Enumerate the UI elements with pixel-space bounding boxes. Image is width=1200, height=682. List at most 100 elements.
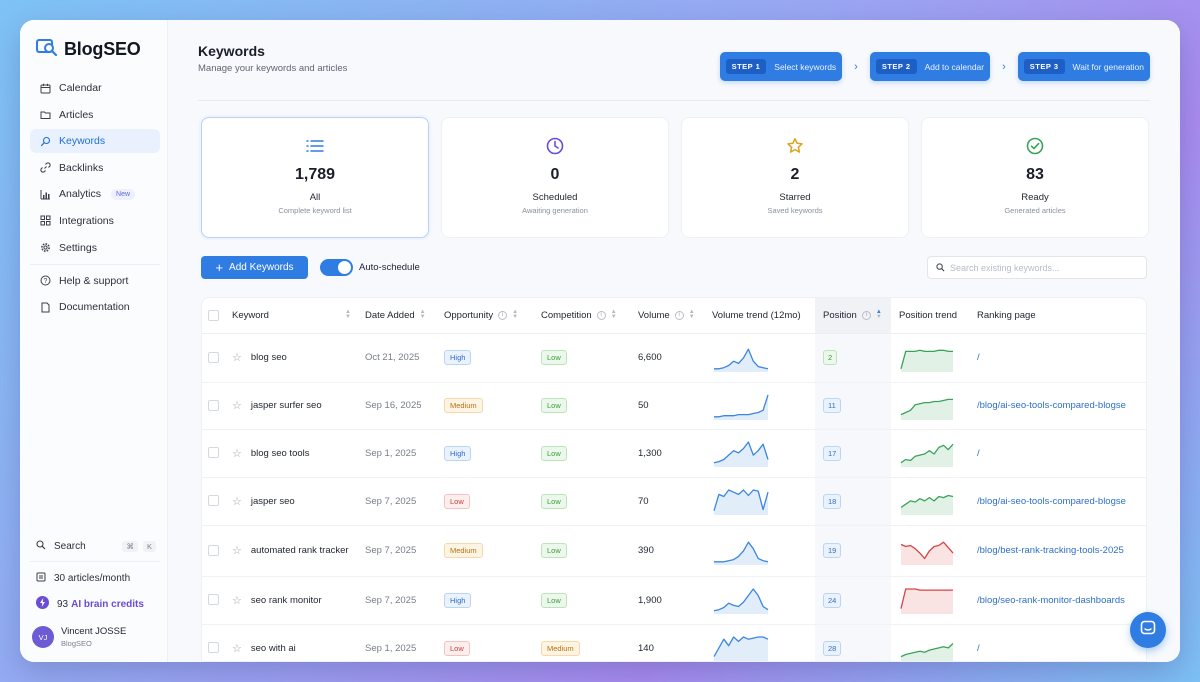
- credits-label: AI brain credits: [71, 598, 144, 610]
- row-checkbox[interactable]: [202, 477, 224, 526]
- sidebar-item-label: Settings: [59, 241, 97, 254]
- sparkline-line: [713, 441, 769, 464]
- step-3[interactable]: STEP 3 Wait for generation: [1017, 52, 1150, 81]
- credits-count: 93: [57, 598, 69, 610]
- star-icon[interactable]: ☆: [232, 642, 242, 655]
- col-volume[interactable]: Volume i ▲ ▼: [630, 298, 704, 334]
- sidebar-item-integrations[interactable]: Integrations: [30, 209, 160, 233]
- sidebar-search[interactable]: Search ⌘ K: [30, 534, 160, 558]
- sidebar-item-backlinks[interactable]: Backlinks: [30, 156, 160, 180]
- step-number: STEP 1: [725, 59, 767, 74]
- sidebar-bottom: Search ⌘ K 30 articles/month 93 AI brain…: [30, 534, 160, 618]
- competition-tag: Low: [541, 592, 567, 608]
- keyword-text[interactable]: seo rank monitor: [250, 594, 322, 606]
- auto-schedule-toggle[interactable]: [320, 259, 353, 276]
- star-icon[interactable]: ☆: [232, 400, 242, 412]
- ranking-page-link[interactable]: /blog/seo-rank-monitor-dashboards: [977, 594, 1125, 606]
- cell-competition: Low: [533, 429, 630, 478]
- table-row[interactable]: ☆ automated rank tracker Sep 7, 2025 Medium…: [202, 525, 1146, 577]
- card-sub: Awaiting generation: [522, 206, 588, 215]
- cell-ranking-page: /blog/ai-seo-tools-compared-blogse: [969, 477, 1146, 526]
- card-ready[interactable]: 83 Ready Generated articles: [921, 117, 1149, 238]
- col-label: Competition: [541, 309, 592, 321]
- table-row[interactable]: ☆ jasper surfer seo Sep 16, 2025 Medium Low 5…: [202, 382, 1146, 430]
- sidebar-item-analytics[interactable]: Analytics New: [30, 182, 160, 206]
- sparkline-line: [900, 541, 954, 559]
- brand-logo[interactable]: BlogSEO: [36, 38, 141, 61]
- ranking-page-link[interactable]: /blog/best-rank-tracking-tools-2025: [977, 545, 1124, 556]
- cell-ranking-page: /: [969, 429, 1146, 478]
- table-row[interactable]: ☆ jasper seo Sep 7, 2025 Low Low 70 18/blog/ai…: [202, 477, 1146, 526]
- search-input[interactable]: [950, 262, 1140, 273]
- sort-icon: ▲ ▼: [875, 309, 882, 321]
- select-all-checkbox[interactable]: [202, 298, 224, 334]
- keyword-text[interactable]: automated rank tracker: [250, 545, 349, 556]
- step-1[interactable]: STEP 1 Select keywords: [719, 52, 843, 81]
- sidebar-item-help[interactable]: ? Help & support: [30, 269, 160, 293]
- col-competition[interactable]: Competition i ▲ ▼: [533, 298, 630, 334]
- star-icon[interactable]: ☆: [232, 545, 242, 557]
- star-icon[interactable]: ☆: [232, 594, 242, 607]
- volume-sparkline: [714, 348, 769, 372]
- row-checkbox[interactable]: [202, 382, 224, 430]
- volume-sparkline: [714, 394, 769, 420]
- table-row[interactable]: ☆ blog seo Oct 21, 2025 High Low 6,600 2 /: [202, 333, 1146, 383]
- keyword-text[interactable]: blog seo: [250, 352, 287, 363]
- chat-support-button[interactable]: [1130, 612, 1166, 648]
- sidebar-item-articles[interactable]: Articles: [30, 103, 160, 127]
- keyword-text[interactable]: jasper seo: [250, 495, 295, 507]
- sparkline-line: [900, 443, 954, 464]
- keyword-text[interactable]: jasper surfer seo: [250, 400, 322, 411]
- col-date-added[interactable]: Date Added ▲ ▼: [357, 298, 436, 334]
- step-number: STEP 2: [875, 59, 917, 74]
- table-row[interactable]: ☆ seo with ai Sep 1, 2025 Low Medium 140 28 /: [202, 624, 1146, 661]
- step-2[interactable]: STEP 2 Add to calendar: [869, 52, 991, 81]
- opportunity-tag: High: [444, 445, 472, 461]
- row-checkbox[interactable]: [202, 624, 224, 661]
- row-checkbox[interactable]: [202, 333, 224, 383]
- keyword-text[interactable]: seo with ai: [250, 642, 296, 654]
- table-row[interactable]: ☆ seo rank monitor Sep 7, 2025 High Low 1,900…: [202, 576, 1146, 625]
- table-row[interactable]: ☆ blog seo tools Sep 1, 2025 High Low 1,300 17…: [202, 429, 1146, 478]
- add-keywords-button[interactable]: + Add Keywords: [201, 256, 308, 279]
- star-icon[interactable]: ☆: [232, 352, 242, 364]
- sidebar-item-keywords[interactable]: Keywords: [30, 129, 160, 154]
- cell-volume-trend: [704, 333, 815, 383]
- col-opportunity[interactable]: Opportunity i ▲ ▼: [436, 298, 533, 334]
- cell-competition: Low: [533, 333, 630, 383]
- sparkline-area: [901, 643, 953, 661]
- col-keyword[interactable]: Keyword ▲ ▼: [224, 298, 357, 334]
- card-all[interactable]: 1,789 All Complete keyword list: [201, 117, 429, 238]
- shortcut-key: K: [142, 540, 156, 552]
- sidebar-item-settings[interactable]: Settings: [30, 236, 160, 260]
- ranking-page-link[interactable]: /: [977, 352, 980, 363]
- sidebar-item-calendar[interactable]: Calendar: [30, 76, 160, 100]
- check-circle-icon: [1026, 137, 1044, 155]
- ranking-page-link[interactable]: /blog/ai-seo-tools-compared-blogse: [977, 400, 1126, 411]
- col-volume-trend: Volume trend (12mo): [704, 298, 815, 334]
- cell-position-trend: [891, 576, 969, 625]
- sort-icon: ▲ ▼: [419, 309, 426, 321]
- info-icon: i: [498, 310, 508, 320]
- cell-keyword: ☆ jasper seo: [224, 477, 357, 526]
- row-checkbox[interactable]: [202, 576, 224, 625]
- card-label: Scheduled: [532, 192, 578, 203]
- keyword-text[interactable]: blog seo tools: [250, 447, 310, 459]
- cell-date: Sep 1, 2025: [357, 429, 436, 478]
- row-checkbox[interactable]: [202, 429, 224, 478]
- sparkline-area: [714, 442, 768, 467]
- user-profile[interactable]: VJ Vincent JOSSE BlogSEO: [32, 626, 126, 648]
- star-icon[interactable]: ☆: [232, 447, 242, 460]
- credits-info[interactable]: 93 AI brain credits: [30, 592, 160, 616]
- ranking-page-link[interactable]: /: [977, 642, 980, 654]
- card-starred[interactable]: 2 Starred Saved keywords: [681, 117, 909, 238]
- star-icon[interactable]: ☆: [232, 495, 242, 508]
- col-position[interactable]: Position i ▲ ▼: [815, 298, 891, 334]
- sidebar-item-documentation[interactable]: Documentation: [30, 295, 160, 319]
- plan-info[interactable]: 30 articles/month: [30, 566, 160, 590]
- ranking-page-link[interactable]: /blog/ai-seo-tools-compared-blogse: [977, 495, 1126, 507]
- ranking-page-link[interactable]: /: [977, 447, 980, 459]
- row-checkbox[interactable]: [202, 525, 224, 577]
- card-scheduled[interactable]: 0 Scheduled Awaiting generation: [441, 117, 669, 238]
- chevron-right-icon: ›: [1002, 60, 1006, 73]
